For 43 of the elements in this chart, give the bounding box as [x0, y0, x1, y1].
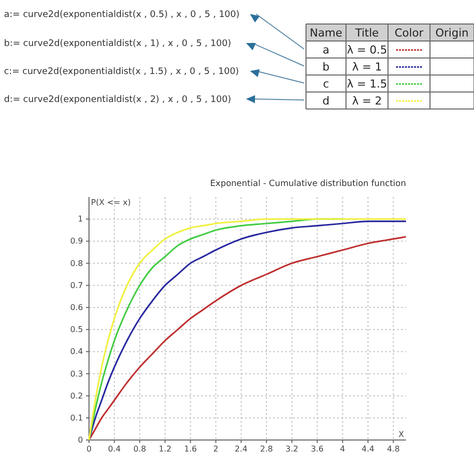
text: b	[322, 60, 330, 74]
text: d:= curve2d(exponentialdist(x , 2) , x , 0 , 5 , 100)	[4, 95, 232, 105]
x-tick-label: 1.2	[158, 444, 172, 454]
chart-title: Exponential - Cumulative distribution function	[210, 179, 406, 189]
y-tick-label: 0.7	[70, 280, 83, 290]
text: a	[322, 44, 330, 56]
text: Color	[394, 26, 424, 40]
x-tick-label: 4.8	[386, 444, 400, 454]
y-tick-label: 0.9	[70, 236, 83, 246]
legend-label: λ = 1	[352, 60, 382, 74]
y-tick-label: 0.1	[70, 413, 83, 422]
y-tick-label: 0.6	[70, 303, 83, 312]
y-tick-label: 0.8	[70, 258, 83, 268]
x-tick-label: 1.6	[184, 444, 197, 454]
x-tick-label: 2	[213, 444, 218, 454]
text: d	[322, 94, 330, 108]
x-tick-label: 4	[340, 444, 346, 454]
x-tick-label: 0.8	[133, 444, 146, 454]
x-tick-label: 0.4	[108, 444, 121, 454]
y-tick-label: 0.5	[70, 325, 83, 334]
x-tick-label: 2.4	[234, 444, 248, 454]
x-tick-label: 3.2	[286, 444, 298, 454]
x-tick-label: 3.6	[310, 444, 324, 454]
y-tick-label: 0.3	[70, 369, 83, 378]
text: c:= curve2d(exponentialdist(x , 1.5) , x , 0 , 5 , 100)	[4, 67, 239, 77]
x-tick-label: 4.4	[362, 444, 374, 454]
text: b:= curve2d(exponentialdist(x , 1) , x , 0 , 5 , 100)	[4, 39, 232, 49]
text: Origin	[435, 26, 469, 40]
text: a:= curve2d(exponentialdist(x , 0.5) , x , 0 , 5 , 100)	[4, 10, 240, 20]
x-tick-label: 0	[86, 444, 92, 454]
y-tick-label: 1	[78, 214, 83, 224]
y-axis-title: P(X <= x)	[91, 198, 131, 207]
text: c	[322, 78, 330, 90]
legend-label: λ = 0.5	[346, 44, 388, 56]
text: Name	[310, 26, 342, 40]
x-tick-label: 2.8	[260, 444, 273, 454]
text: Title	[354, 26, 380, 40]
legend-label: λ = 2	[352, 94, 382, 108]
y-tick-label: 0.2	[70, 391, 83, 400]
legend-label: λ = 1.5	[346, 78, 388, 90]
y-tick-label: 0.4	[70, 347, 83, 356]
y-tick-label: 0	[78, 436, 83, 445]
x-axis-title: X	[398, 430, 405, 439]
